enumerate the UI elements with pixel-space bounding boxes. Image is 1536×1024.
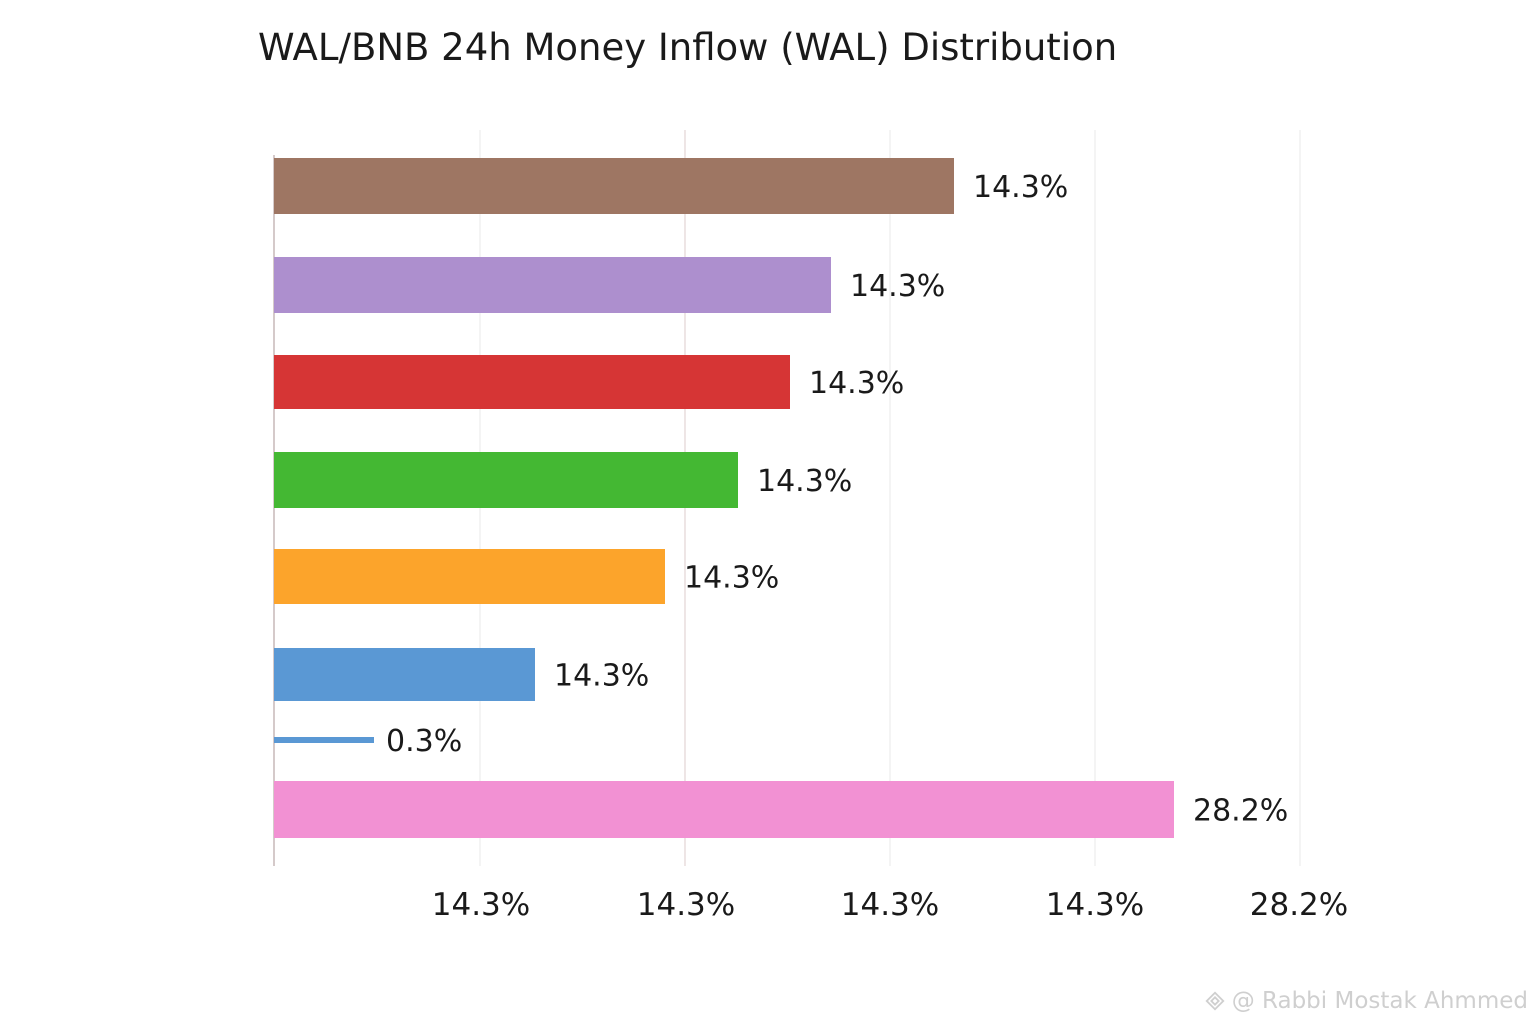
bar	[274, 737, 374, 743]
x-tick-label: 14.3%	[841, 887, 939, 923]
chart-title: WAL/BNB 24h Money Inflow (WAL) Distribut…	[258, 26, 1118, 69]
bar-value-label: 14.3%	[684, 561, 779, 596]
bar	[274, 452, 738, 508]
bar	[274, 355, 790, 409]
bar-value-label: 14.3%	[809, 366, 904, 401]
bar	[274, 158, 954, 214]
watermark-text: @ Rabbi Mostak Ahmmed	[1231, 988, 1528, 1014]
binance-diamond-icon	[1205, 991, 1225, 1011]
bar	[274, 549, 665, 604]
watermark: @ Rabbi Mostak Ahmmed	[1204, 988, 1528, 1014]
bar-value-label: 14.3%	[850, 269, 945, 304]
bars	[273, 155, 1174, 866]
x-tick-label: 14.3%	[637, 887, 735, 923]
bar	[274, 648, 535, 701]
x-tick-label: 14.3%	[432, 887, 530, 923]
x-tick-label: 28.2%	[1250, 887, 1348, 923]
bar-value-label: 14.3%	[973, 170, 1068, 205]
bar-value-label: 14.3%	[757, 464, 852, 499]
bar	[274, 257, 831, 313]
bar	[274, 781, 1174, 838]
bar-value-label: 28.2%	[1193, 794, 1288, 829]
bar-value-label: 0.3%	[386, 724, 462, 759]
bar-labels: 14.3% 14.3% 14.3% 14.3% 14.3% 14.3% 0.3% 28.2%	[386, 170, 1288, 829]
x-tick-label: 14.3%	[1046, 887, 1144, 923]
x-axis-ticks: 14.3% 14.3% 14.3% 14.3% 28.2%	[432, 887, 1348, 923]
bar-value-label: 14.3%	[554, 659, 649, 694]
